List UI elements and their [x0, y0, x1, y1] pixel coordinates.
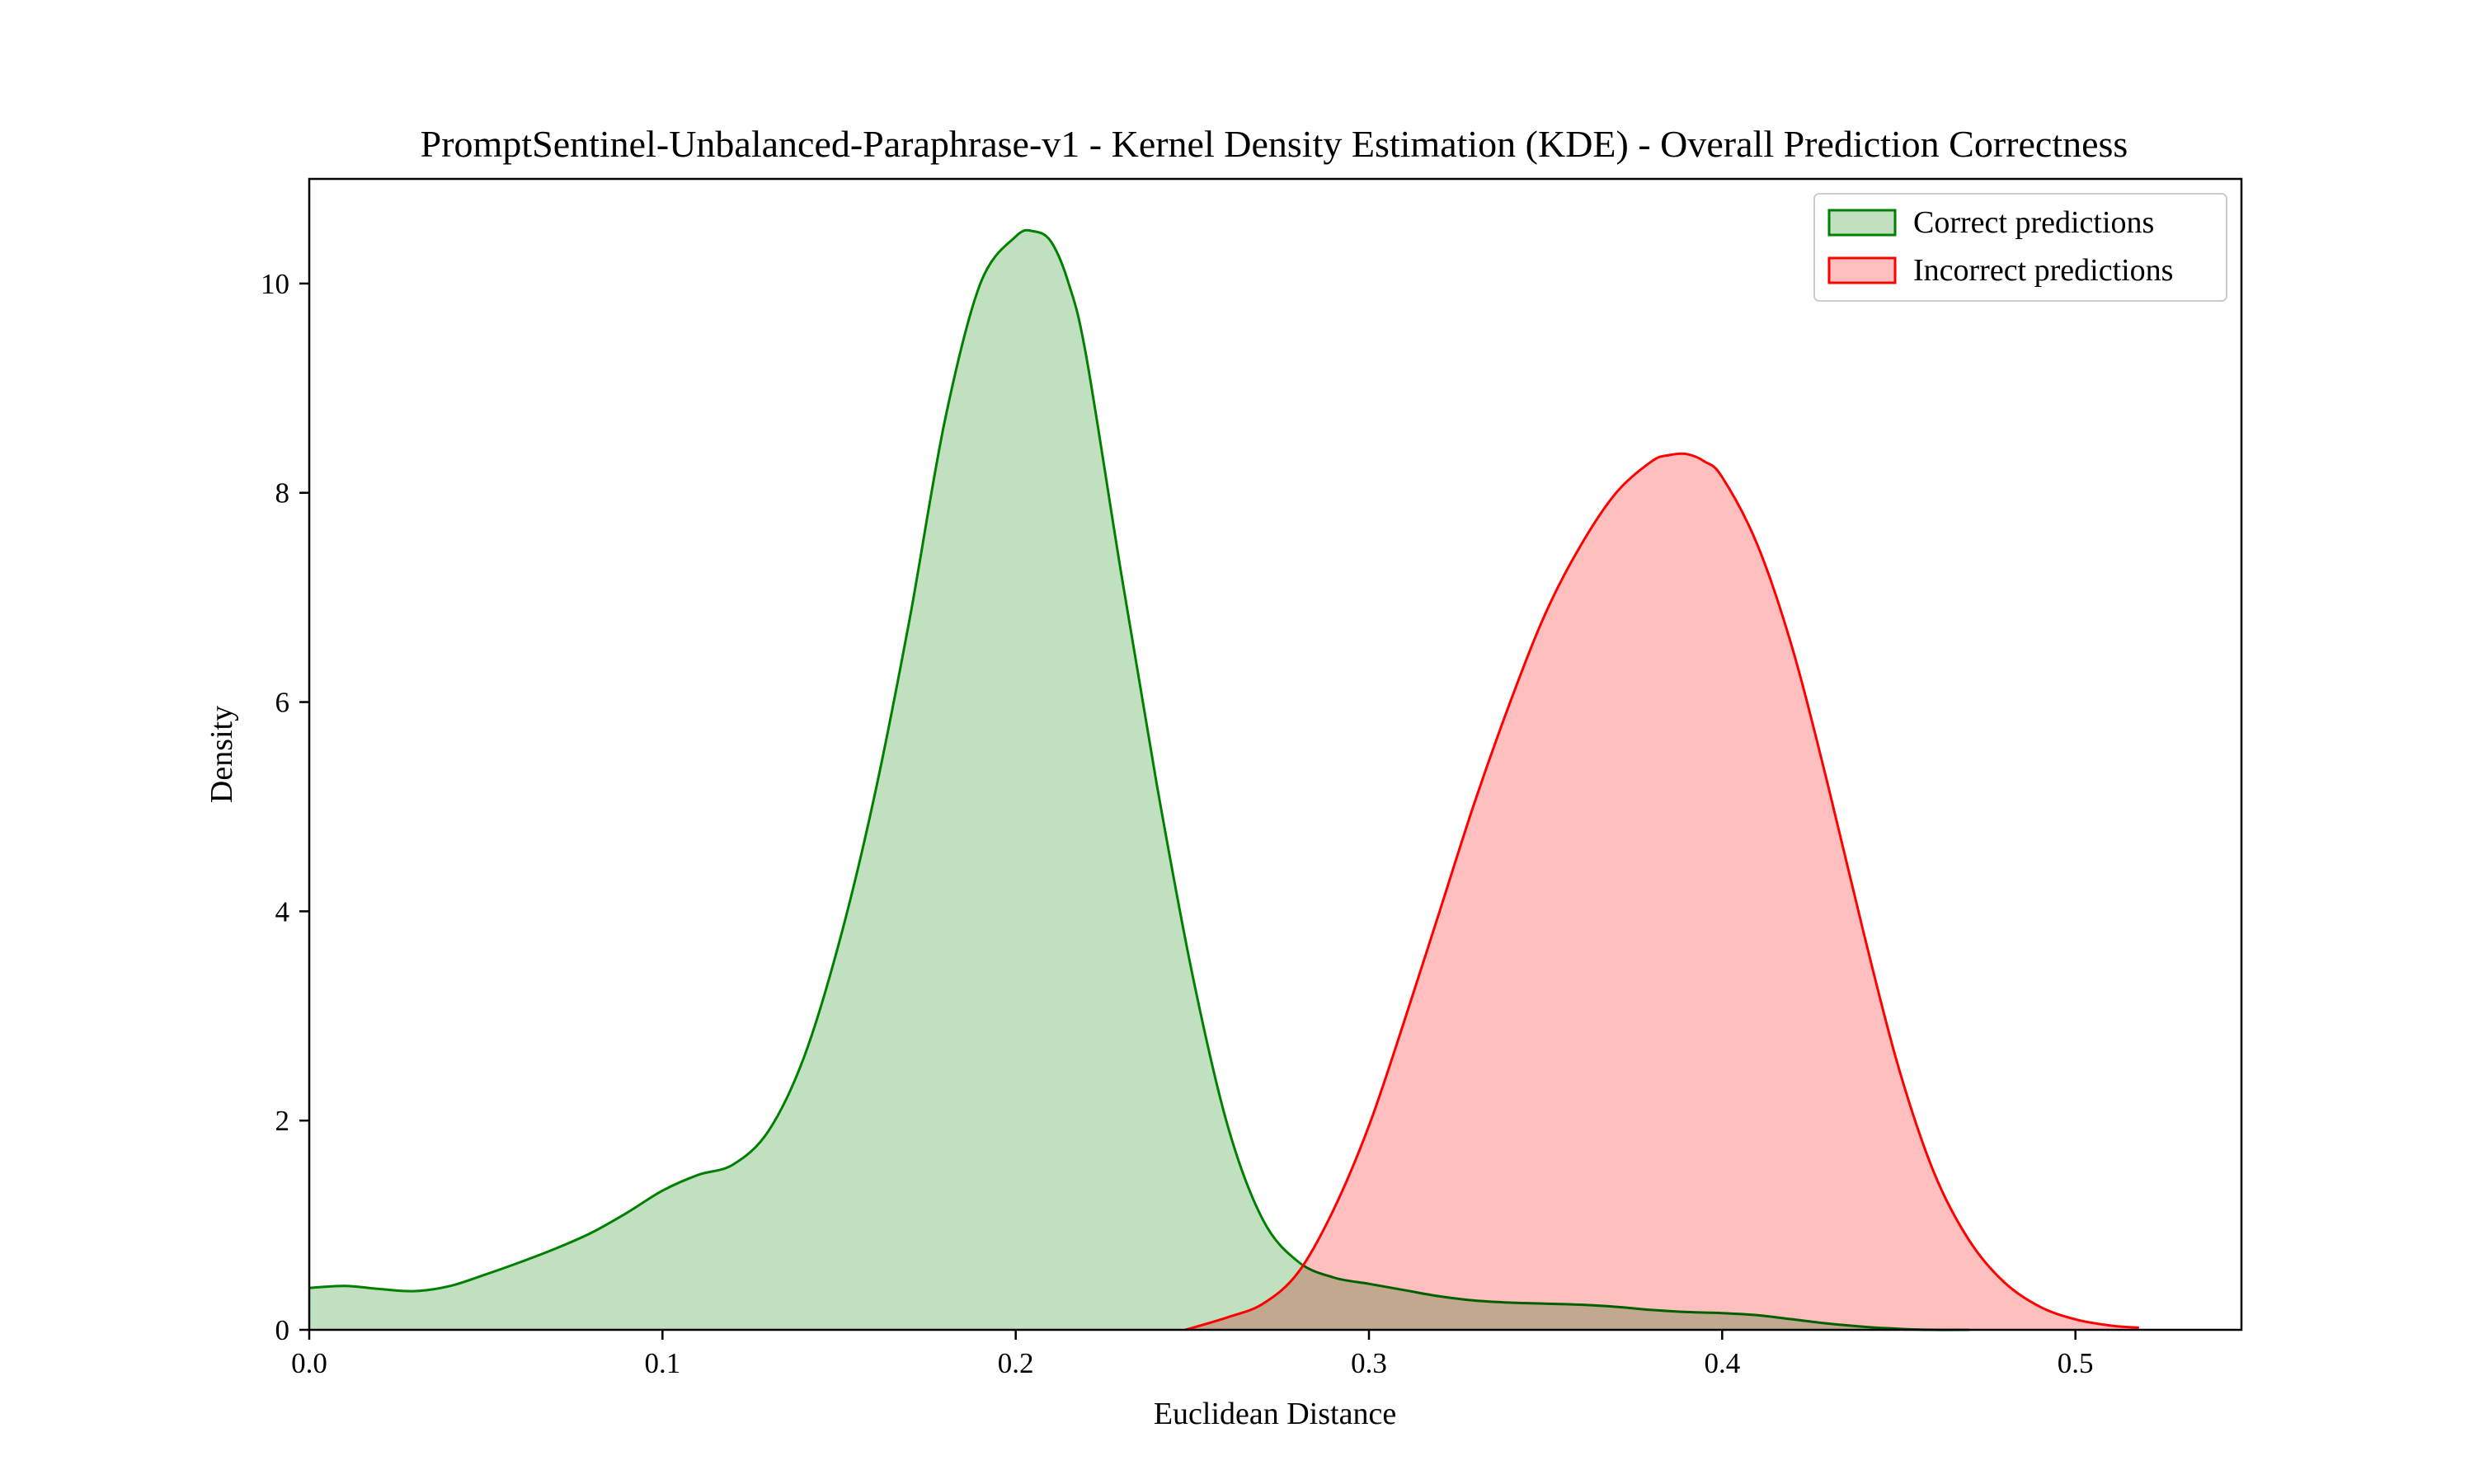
y-axis-label: Density: [205, 706, 239, 803]
x-tick-label: 0.2: [998, 1347, 1034, 1379]
y-axis: 0 2 4 6 8 10: [261, 268, 309, 1346]
x-axis: 0.0 0.1 0.2 0.3 0.4 0.5: [291, 1330, 2094, 1379]
y-tick-label: 10: [261, 268, 289, 300]
y-tick-label: 2: [275, 1105, 290, 1137]
legend-swatch: [1827, 256, 1897, 284]
y-tick-label: 6: [275, 687, 290, 719]
x-tick-label: 0.3: [1351, 1347, 1387, 1379]
legend-frame: [1813, 193, 2227, 302]
legend-entry: Correct predictions: [1913, 205, 2154, 240]
legend-swatch: [1827, 209, 1897, 237]
plot-frame: [308, 177, 2243, 1331]
chart-title: PromptSentinel-Unbalanced-Paraphrase-v1 …: [421, 123, 2128, 165]
x-tick-label: 0.4: [1704, 1347, 1740, 1379]
legend-entry: Incorrect predictions: [1913, 253, 2173, 288]
x-tick-label: 0.5: [2058, 1347, 2094, 1379]
y-tick-label: 8: [275, 477, 290, 510]
x-tick-label: 0.0: [291, 1347, 327, 1379]
series-area-1: [1185, 453, 2139, 1331]
x-tick-label: 0.1: [644, 1347, 680, 1379]
series-layer: [308, 228, 2139, 1331]
y-tick-label: 0: [275, 1314, 290, 1346]
series-1: [1184, 452, 2139, 1331]
y-tick-label: 4: [275, 895, 290, 928]
series-line-1: [1184, 452, 2139, 1331]
legend: Correct predictions Incorrect predictions: [1813, 193, 2227, 302]
series-area-0: [309, 230, 1970, 1331]
x-axis-label: Euclidean Distance: [1154, 1397, 1396, 1431]
